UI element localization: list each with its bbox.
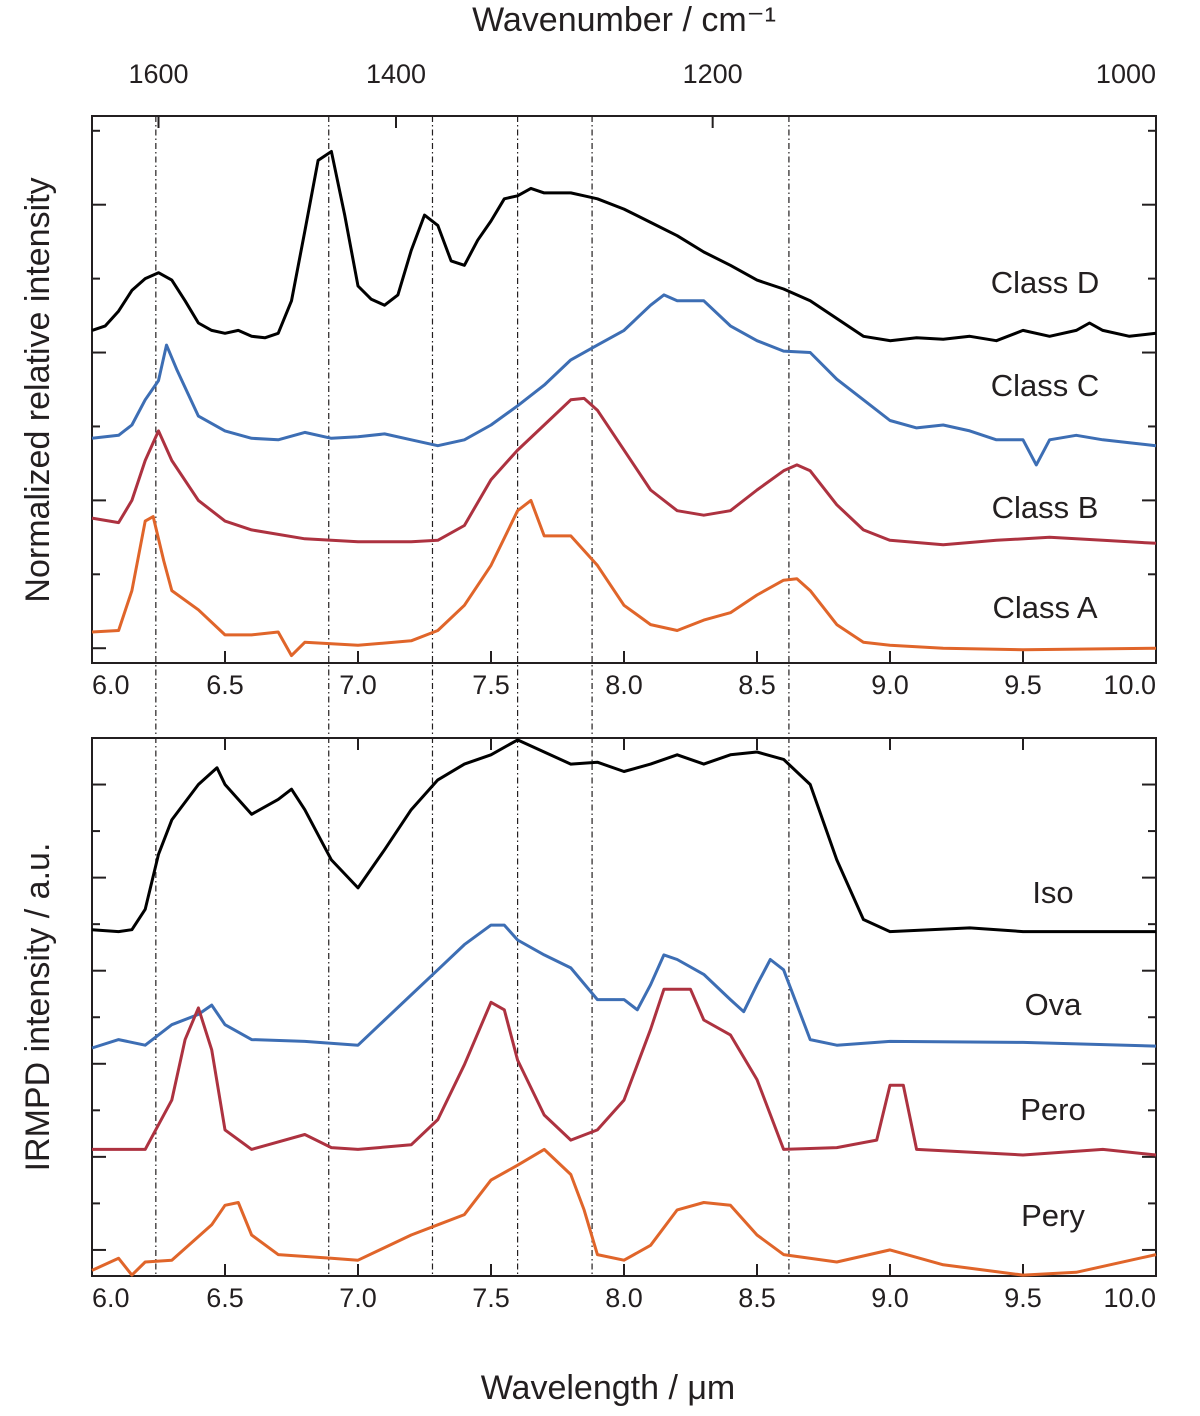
- series-label: Class A: [992, 590, 1097, 625]
- series-label: Iso: [1032, 875, 1073, 910]
- x-tick-label: 9.5: [1004, 670, 1042, 700]
- series-label: Class D: [991, 265, 1100, 300]
- series-line: [92, 987, 1157, 1157]
- x-tick-label: 9.0: [871, 670, 909, 700]
- x-tick-label: 6.0: [92, 1283, 130, 1313]
- x-tick-label: 7.5: [472, 1283, 510, 1313]
- x-tick-label: 8.0: [605, 1283, 643, 1313]
- series-line: [91, 923, 1157, 1050]
- x-tick-label: 7.0: [339, 1283, 377, 1313]
- series-line: [91, 738, 1156, 934]
- x-tick-label: 8.0: [605, 670, 643, 700]
- series-line: [91, 293, 1157, 467]
- series-line: [91, 1147, 1157, 1277]
- series-label: Ova: [1025, 987, 1083, 1022]
- series-label: Class C: [991, 368, 1100, 403]
- y-axis-title: Normalized relative intensity: [19, 177, 57, 602]
- x-tick-label: 7.0: [339, 670, 377, 700]
- series-line: [91, 150, 1157, 343]
- x-tick-label: 9.5: [1004, 1283, 1042, 1313]
- x2-tick-label: 1000: [1096, 59, 1156, 89]
- series-line: [91, 498, 1157, 658]
- y-axis-title: IRMPD intensity / a.u.: [19, 843, 57, 1172]
- x2-tick-label: 1200: [683, 59, 743, 89]
- series-line: [91, 396, 1157, 547]
- x-tick-label: 6.5: [206, 670, 244, 700]
- series-label: Pero: [1020, 1092, 1085, 1127]
- x-tick-label: 9.0: [871, 1283, 909, 1313]
- x-tick-label: 6.0: [92, 670, 130, 700]
- series-label: Class B: [992, 490, 1099, 525]
- x-tick-label: 8.5: [738, 1283, 776, 1313]
- x2-tick-label: 1600: [128, 59, 188, 89]
- x-axis-title: Wavelength / μm: [481, 1369, 736, 1407]
- x2-tick-label: 1400: [366, 59, 426, 89]
- x-tick-label: 8.5: [738, 670, 776, 700]
- top-axis-title: Wavenumber / cm⁻¹: [472, 1, 776, 39]
- x-tick-label: 6.5: [206, 1283, 244, 1313]
- plot-frame: [91, 737, 1157, 1277]
- x-tick-label: 7.5: [472, 670, 510, 700]
- x-tick-label: 10.0: [1103, 670, 1156, 700]
- x-tick-label: 10.0: [1103, 1283, 1156, 1313]
- series-label: Pery: [1021, 1198, 1085, 1233]
